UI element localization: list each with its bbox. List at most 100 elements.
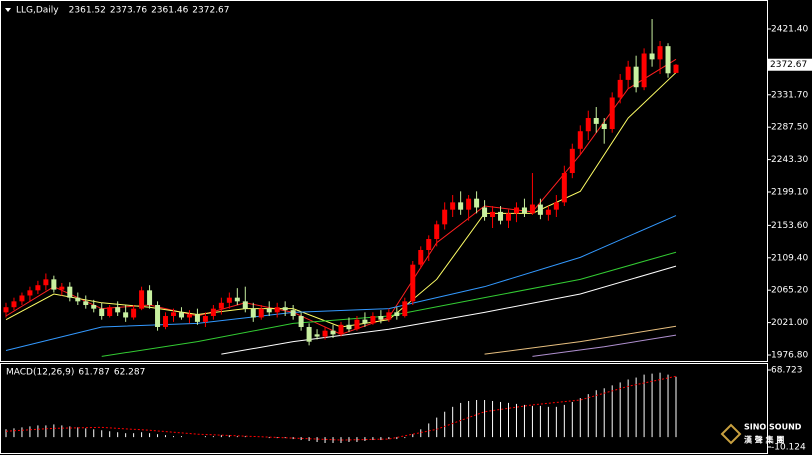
candle-body [171,312,176,317]
candle-body [51,279,57,290]
header-value: 62.287 [114,368,146,378]
candle-body [474,198,480,208]
candle-body [545,209,551,215]
candle-body [585,118,591,132]
candle-body [657,46,663,60]
macd-panel-border [0,363,768,454]
candle-body [298,316,304,328]
indicator-title: MACD(12,26,9) [6,368,74,378]
symbol-title: LLG,Daily [16,6,59,16]
candle-body [490,211,496,218]
candle-body [274,307,280,313]
candle-body [11,301,17,308]
candle-body [258,308,264,318]
candle-body [370,316,376,324]
y-tick-label: 2153.60 [771,221,808,231]
candle-body [537,204,543,215]
header-value: 2372.67 [192,6,229,16]
candle-body [609,97,615,130]
candle-body [67,286,73,298]
candle-body [178,312,184,318]
candle-body [115,307,121,313]
moving-average [5,215,677,351]
moving-average [484,325,677,355]
candle-body [426,239,432,251]
candle-body [186,314,192,318]
y-tick-label: 2421.40 [771,25,808,35]
header-value: 2373.76 [110,6,147,16]
candle-body [378,316,384,320]
candle-body [91,305,97,309]
candle-body [202,316,208,322]
candle-body [59,286,65,290]
candle-body [282,307,288,311]
watermark-name: SINO SOUND [744,423,802,432]
candle-body [346,324,352,330]
candle-body [35,285,41,291]
candle-body [418,250,424,265]
candle-body [27,290,33,296]
candle-body [330,330,336,335]
candle-body [402,301,408,317]
candle-body [665,46,671,74]
candle-body [649,53,655,60]
candle-body [131,308,137,318]
candle-body [123,312,129,318]
candle-body [19,295,25,302]
candle-body [226,297,232,303]
candle-body [673,64,679,73]
candle-body [75,297,81,302]
candle-body [529,204,535,214]
y-tick-label: 1976.80 [771,351,808,361]
candle-body [521,207,527,214]
candle-body [83,301,89,306]
candle-body [250,308,256,318]
candle-body [386,312,392,320]
candle-body [163,316,169,328]
candle-body [553,202,559,210]
watermark: SINO SOUND 漢 聲 集 團 [720,423,802,445]
candle-body [155,305,161,328]
y-tick-label: -10.124 [771,443,806,453]
y-tick-label: 2331.70 [771,90,808,100]
candle-body [218,302,224,309]
candle-body [410,264,416,302]
candle-body [442,209,448,225]
header-value: 61.787 [78,368,110,378]
current-price-label: 2372.67 [770,60,807,70]
candle-body [633,66,639,88]
candle-body [394,312,400,317]
candle-body [314,334,320,337]
moving-average [532,334,677,357]
menu-arrow [5,8,11,12]
candle-body [234,297,240,302]
y-tick-label: 68.723 [771,366,803,376]
watermark-logo [720,423,742,445]
candle-body [601,123,607,130]
candle-body [593,118,599,124]
candle-body [482,207,488,218]
candle-body [458,202,464,210]
candle-body [322,330,328,337]
y-tick-label: 2109.40 [771,253,808,263]
candle-body [641,53,647,88]
header-value: 2361.52 [69,6,106,16]
candle-body [362,319,368,324]
candle-body [290,310,296,317]
candle-body [338,324,344,335]
candle-body [354,319,360,330]
candle-body [3,307,9,313]
candle-body [561,173,567,203]
candle-body [450,202,456,210]
candle-body [266,308,272,313]
candle-body [498,211,504,221]
price-panel-border [0,0,768,362]
y-tick-label: 2199.10 [771,188,808,198]
candle-body [617,79,623,98]
watermark-subtitle: 漢 聲 集 團 [744,435,784,445]
candle-body [43,279,49,286]
price-label-box [768,58,812,71]
candle-body [569,148,575,174]
